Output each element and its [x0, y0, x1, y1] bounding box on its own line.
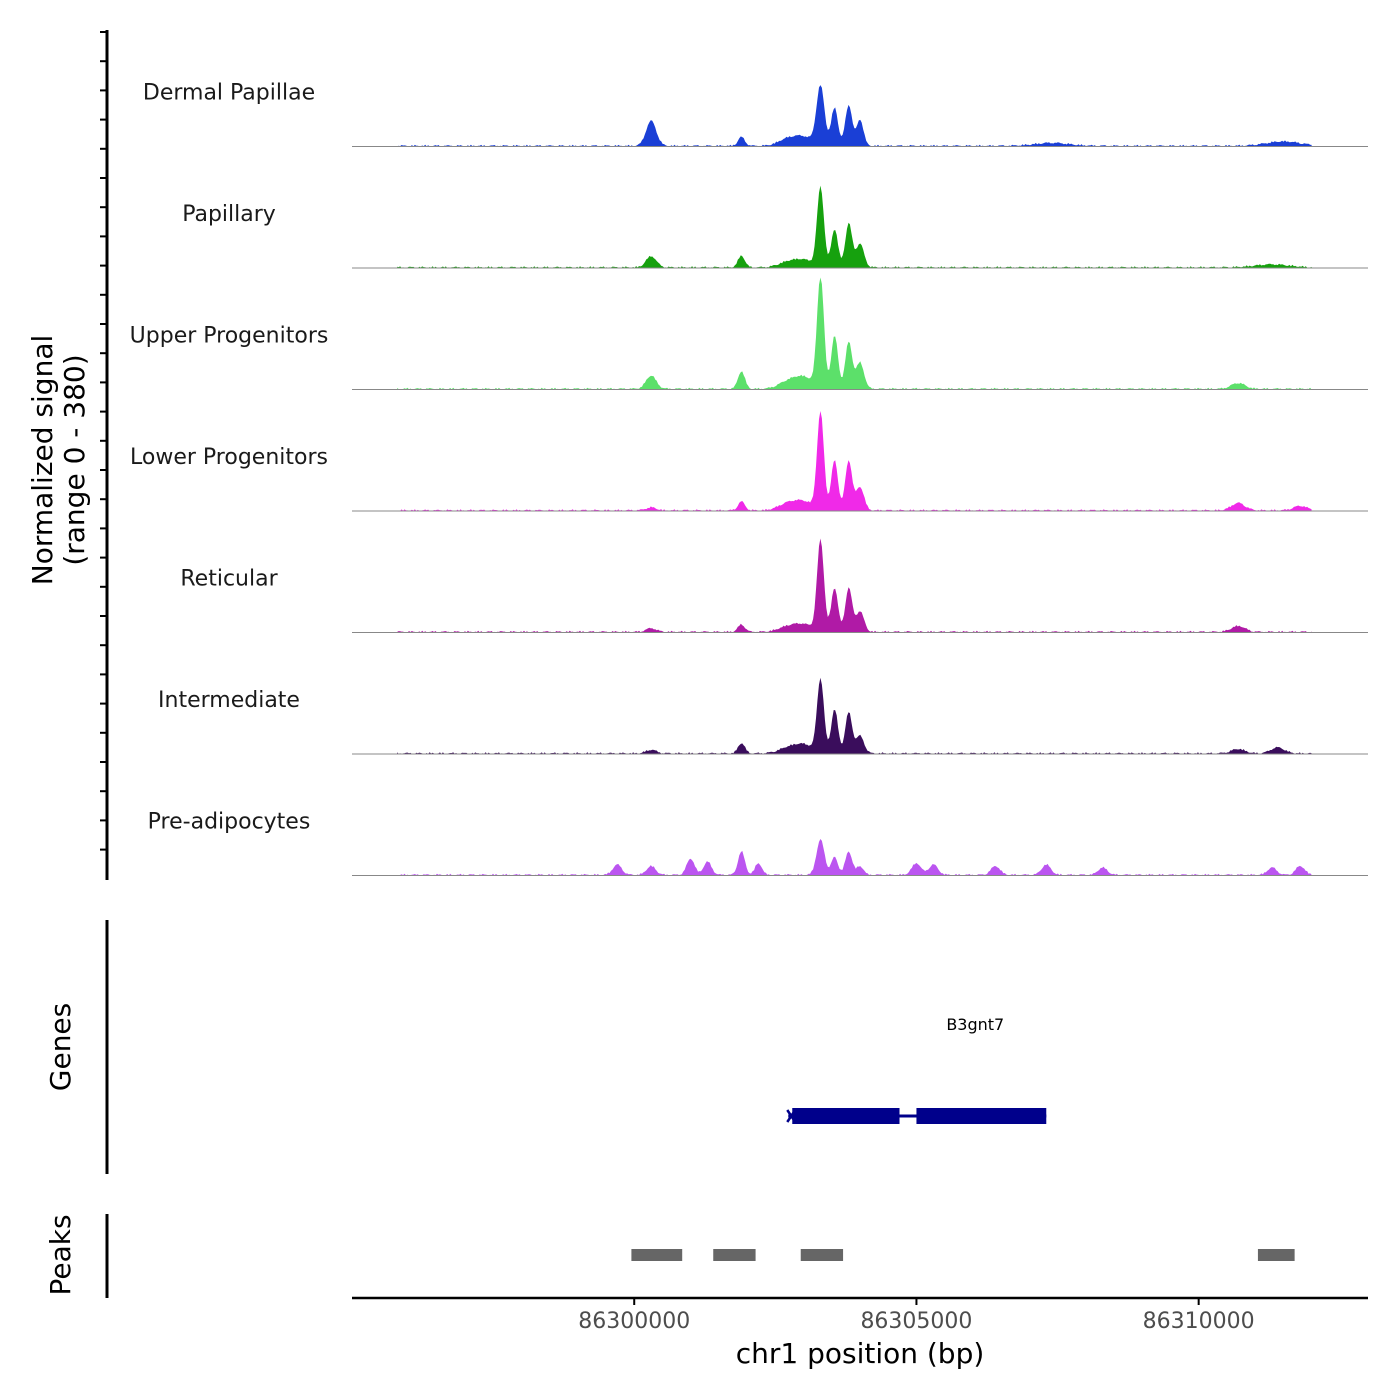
track-label: Upper Progenitors	[130, 324, 329, 349]
x-tick-label: 86300000	[578, 1309, 690, 1334]
gene-label: B3gnt7	[946, 1015, 1004, 1034]
gene-start-marker	[786, 1109, 797, 1123]
signal-area	[397, 677, 1312, 754]
track-intermediate: Intermediate	[158, 677, 1368, 755]
genes-track: B3gnt7	[786, 1015, 1047, 1124]
track-label: Papillary	[182, 202, 276, 227]
peak-region	[713, 1249, 756, 1261]
x-axis-ticks: 86300000 86305000 86310000	[578, 1298, 1255, 1334]
y-axis-title-line2: (range 0 - 380)	[58, 354, 91, 565]
track-label: Reticular	[180, 567, 278, 592]
track-upper-progenitors: Upper Progenitors	[130, 277, 1368, 390]
track-label: Pre-adipocytes	[148, 810, 311, 835]
signal-y-ticks	[100, 31, 107, 851]
signal-area	[397, 839, 1312, 876]
track-label: Lower Progenitors	[130, 445, 328, 470]
y-axis-title-line1: Normalized signal	[26, 335, 59, 586]
track-reticular: Reticular	[180, 538, 1368, 633]
track-lower-progenitors: Lower Progenitors	[130, 411, 1368, 512]
track-label: Dermal Papillae	[143, 81, 315, 106]
peaks-track	[631, 1249, 1295, 1261]
gene-exon	[792, 1108, 900, 1124]
gene-exon	[916, 1108, 1047, 1124]
peak-region	[800, 1249, 844, 1261]
peak-region	[631, 1249, 683, 1261]
signal-area	[397, 85, 1312, 147]
track-label: Intermediate	[158, 688, 300, 713]
peaks-track-label: Peaks	[44, 1214, 77, 1295]
x-tick-label: 86310000	[1143, 1309, 1255, 1334]
x-axis-title: chr1 position (bp)	[736, 1337, 985, 1370]
peak-region	[1257, 1249, 1295, 1261]
genes-track-label: Genes	[44, 1003, 77, 1091]
coverage-tracks: Dermal Papillae Papillary Upper Progenitor…	[130, 81, 1368, 876]
signal-area	[397, 185, 1312, 268]
track-pre-adipocytes: Pre-adipocytes	[148, 810, 1368, 876]
x-tick-label: 86305000	[860, 1309, 972, 1334]
signal-area	[397, 538, 1312, 633]
signal-area	[397, 411, 1312, 511]
track-papillary: Papillary	[182, 185, 1368, 269]
signal-area	[397, 277, 1312, 390]
track-dermal-papillae: Dermal Papillae	[143, 81, 1368, 147]
